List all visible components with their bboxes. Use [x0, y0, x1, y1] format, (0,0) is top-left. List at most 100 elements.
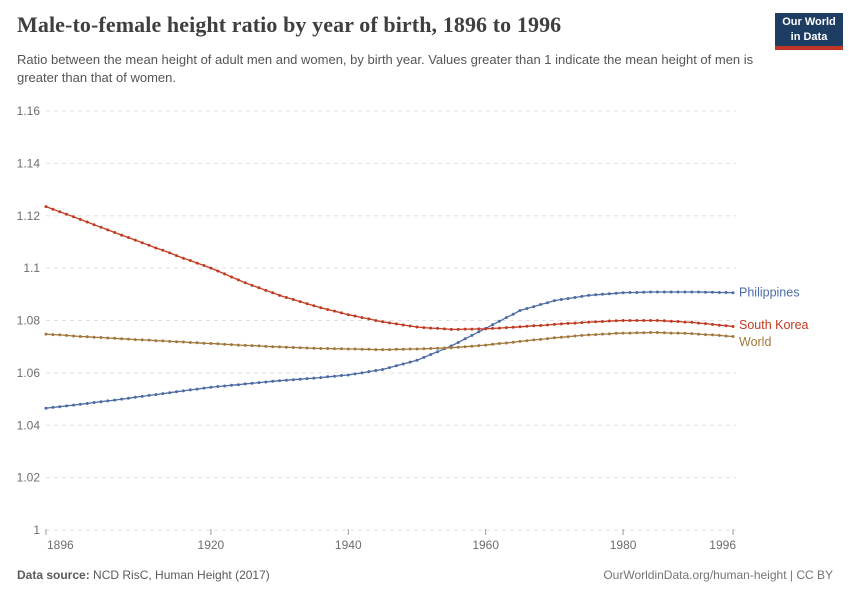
- data-point-south-korea[interactable]: [250, 283, 254, 287]
- data-point-south-korea[interactable]: [607, 319, 611, 323]
- data-point-south-korea[interactable]: [532, 324, 536, 328]
- data-point-south-korea[interactable]: [264, 288, 268, 292]
- data-point-south-korea[interactable]: [168, 251, 172, 255]
- data-point-philippines[interactable]: [374, 369, 378, 372]
- data-point-philippines[interactable]: [401, 362, 405, 366]
- data-point-south-korea[interactable]: [346, 313, 350, 317]
- data-point-world[interactable]: [573, 334, 577, 338]
- data-point-south-korea[interactable]: [92, 223, 96, 227]
- data-point-south-korea[interactable]: [291, 298, 295, 301]
- data-point-philippines[interactable]: [594, 293, 598, 297]
- data-point-south-korea[interactable]: [443, 327, 446, 331]
- data-point-world[interactable]: [188, 341, 192, 344]
- data-point-philippines[interactable]: [257, 381, 261, 385]
- data-point-world[interactable]: [140, 338, 144, 342]
- data-point-world[interactable]: [676, 331, 680, 335]
- data-point-world[interactable]: [133, 338, 137, 342]
- data-point-philippines[interactable]: [649, 290, 653, 294]
- data-point-world[interactable]: [525, 339, 529, 343]
- data-point-world[interactable]: [147, 338, 151, 342]
- data-point-philippines[interactable]: [422, 355, 426, 359]
- data-point-south-korea[interactable]: [614, 319, 618, 323]
- data-point-world[interactable]: [628, 331, 632, 335]
- data-point-south-korea[interactable]: [525, 324, 529, 328]
- data-point-philippines[interactable]: [566, 297, 570, 300]
- data-point-philippines[interactable]: [497, 319, 501, 323]
- data-point-world[interactable]: [704, 333, 707, 337]
- data-point-south-korea[interactable]: [140, 241, 144, 245]
- data-point-world[interactable]: [635, 331, 639, 335]
- data-point-world[interactable]: [710, 333, 714, 337]
- data-point-south-korea[interactable]: [312, 304, 316, 308]
- data-point-south-korea[interactable]: [298, 300, 302, 304]
- data-point-south-korea[interactable]: [518, 325, 522, 329]
- data-point-world[interactable]: [312, 346, 316, 350]
- data-point-world[interactable]: [463, 345, 467, 349]
- data-point-world[interactable]: [113, 336, 117, 340]
- data-point-world[interactable]: [161, 339, 165, 343]
- data-point-philippines[interactable]: [408, 360, 412, 364]
- data-point-philippines[interactable]: [44, 406, 48, 410]
- data-point-south-korea[interactable]: [436, 326, 440, 330]
- data-point-philippines[interactable]: [504, 316, 508, 320]
- data-point-south-korea[interactable]: [704, 322, 707, 326]
- data-point-south-korea[interactable]: [710, 322, 714, 326]
- data-point-philippines[interactable]: [284, 378, 288, 382]
- data-point-south-korea[interactable]: [539, 324, 543, 327]
- data-point-world[interactable]: [429, 347, 433, 350]
- data-point-philippines[interactable]: [601, 292, 604, 296]
- data-point-philippines[interactable]: [704, 290, 707, 294]
- data-point-south-korea[interactable]: [546, 323, 549, 327]
- series-label-philippines[interactable]: Philippines: [739, 286, 799, 300]
- data-point-philippines[interactable]: [662, 290, 666, 294]
- data-point-philippines[interactable]: [85, 402, 89, 405]
- data-point-south-korea[interactable]: [202, 264, 206, 267]
- data-point-world[interactable]: [401, 347, 405, 351]
- data-point-philippines[interactable]: [731, 291, 735, 295]
- data-point-philippines[interactable]: [319, 376, 323, 380]
- data-point-world[interactable]: [278, 345, 282, 349]
- data-point-world[interactable]: [175, 340, 178, 344]
- data-point-philippines[interactable]: [360, 371, 364, 375]
- data-point-south-korea[interactable]: [573, 321, 577, 325]
- data-point-world[interactable]: [72, 334, 75, 338]
- data-point-philippines[interactable]: [223, 384, 227, 388]
- data-point-philippines[interactable]: [236, 383, 240, 387]
- data-point-south-korea[interactable]: [44, 205, 48, 209]
- data-point-south-korea[interactable]: [470, 327, 474, 331]
- data-point-philippines[interactable]: [188, 388, 192, 392]
- data-point-philippines[interactable]: [78, 402, 82, 406]
- data-point-south-korea[interactable]: [65, 212, 69, 216]
- data-point-world[interactable]: [92, 335, 96, 339]
- data-point-world[interactable]: [552, 336, 556, 340]
- data-point-south-korea[interactable]: [559, 322, 563, 326]
- data-point-south-korea[interactable]: [381, 320, 385, 324]
- data-point-south-korea[interactable]: [415, 325, 419, 329]
- data-point-south-korea[interactable]: [429, 326, 433, 330]
- data-point-world[interactable]: [518, 339, 522, 343]
- data-point-world[interactable]: [85, 335, 89, 339]
- data-point-world[interactable]: [449, 346, 453, 350]
- data-point-world[interactable]: [126, 337, 130, 341]
- data-point-philippines[interactable]: [333, 374, 336, 378]
- data-point-south-korea[interactable]: [401, 323, 405, 327]
- data-point-world[interactable]: [408, 347, 412, 351]
- data-point-world[interactable]: [477, 344, 481, 348]
- data-point-philippines[interactable]: [690, 290, 694, 294]
- data-point-south-korea[interactable]: [195, 261, 199, 265]
- data-point-philippines[interactable]: [216, 385, 220, 388]
- data-point-world[interactable]: [607, 332, 611, 336]
- data-point-philippines[interactable]: [429, 353, 433, 356]
- data-point-world[interactable]: [51, 333, 55, 337]
- data-point-philippines[interactable]: [669, 290, 673, 294]
- data-point-world[interactable]: [58, 333, 62, 337]
- data-point-philippines[interactable]: [525, 307, 529, 310]
- data-point-south-korea[interactable]: [669, 319, 673, 323]
- data-point-south-korea[interactable]: [305, 302, 309, 306]
- data-point-philippines[interactable]: [607, 292, 611, 296]
- data-point-south-korea[interactable]: [580, 321, 584, 325]
- data-point-south-korea[interactable]: [236, 278, 240, 282]
- data-point-philippines[interactable]: [415, 358, 419, 362]
- data-point-philippines[interactable]: [367, 370, 371, 374]
- data-point-south-korea[interactable]: [85, 220, 89, 224]
